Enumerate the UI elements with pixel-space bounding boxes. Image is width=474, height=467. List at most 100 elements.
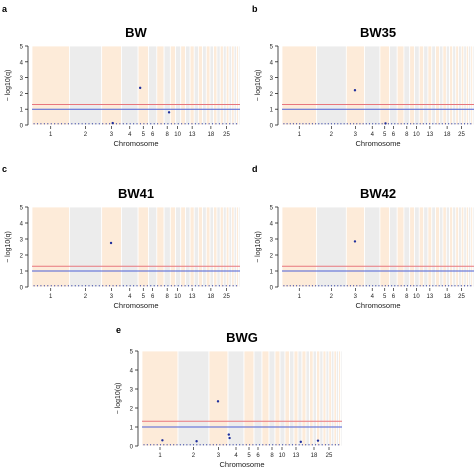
baseline-dot [419,285,421,287]
chromosome-band [279,350,286,447]
baseline-dot [438,285,440,287]
x-tick-label: 2 [84,132,88,138]
baseline-dot [54,285,56,287]
x-tick-label: 5 [247,453,251,459]
chromosome-band [243,350,255,447]
baseline-dot [84,123,87,125]
baseline-dot [444,123,447,125]
baseline-dot [211,285,214,287]
chromosome-band [193,206,199,288]
baseline-dot [235,123,238,125]
baseline-dot [311,123,314,125]
baseline-dot [242,444,244,446]
x-tick-label: 8 [405,294,409,300]
baseline-dot [321,123,323,125]
baseline-dot [298,444,300,446]
data-point [161,439,164,442]
y-tick-label: 1 [20,270,24,276]
baseline-dot [40,123,42,125]
chromosome-band [274,350,281,447]
y-tick-label: 5 [20,45,24,51]
baseline-dot [429,285,431,287]
y-tick-label: 1 [130,426,134,432]
baseline-dot [67,123,69,125]
chromosome-band [396,206,405,288]
baseline-dot [88,123,90,125]
chromosome-band [101,45,122,126]
baseline-dot [283,123,285,125]
chromosome-band [427,45,433,126]
baseline-dot [198,123,200,125]
baseline-dot [467,123,469,125]
chromosome-band [213,45,218,126]
chromosome-band [293,350,299,447]
x-tick-label: 13 [426,132,433,138]
baseline-dot [225,123,227,125]
baseline-dot [119,285,121,287]
baseline-dot [81,123,83,125]
baseline-dot [205,123,207,125]
baseline-dot [218,285,221,287]
chromosome-band [137,206,149,288]
baseline-dot [208,285,210,287]
baseline-dot [356,285,358,287]
chromosome-band [281,45,317,126]
chromosome-band [340,350,343,447]
baseline-dot [50,285,52,287]
baseline-dot [163,444,165,446]
chromosome-band [238,45,241,126]
baseline-dot [139,285,142,287]
chromosome-band [449,206,454,288]
chromosome-band [325,350,330,447]
baseline-dot [136,285,138,287]
baseline-dot [211,123,214,125]
chromosome-band [445,206,451,288]
x-tick-label: 8 [405,132,409,138]
baseline-dot [181,123,183,125]
chromosome-band [148,45,158,126]
baseline-dot [176,444,178,446]
chromosome-band [202,45,207,126]
baseline-dot [454,123,456,125]
x-tick-label: 8 [270,453,274,459]
baseline-dot [122,285,124,287]
chromosome-band [452,206,457,288]
baseline-dot [327,285,329,287]
baseline-dot [432,123,434,125]
x-tick-label: 13 [293,453,300,459]
baseline-dot [378,123,380,125]
baseline-dot [318,123,320,125]
chromosome-band [435,45,440,126]
baseline-dot [222,285,224,287]
x-tick-label: 6 [151,132,155,138]
x-tick-label: 5 [383,294,387,300]
baseline-dot [422,285,424,287]
baseline-dot [199,444,201,446]
y-tick-label: 5 [20,206,24,212]
baseline-dot [448,285,450,287]
baseline-dot [225,444,228,446]
x-tick-label: 4 [371,294,375,300]
baseline-dot [192,444,195,446]
baseline-dot [129,123,131,125]
baseline-dot [400,285,402,287]
chromosome-band [297,350,303,447]
x-tick-label: 10 [279,453,286,459]
baseline-dot [362,285,364,287]
chromosome-band [409,45,415,126]
baseline-dot [71,285,73,287]
chromosome-band [180,206,186,288]
chromosome-band [141,350,179,447]
baseline-dot [324,285,326,287]
y-axis-label: − log10(q) [115,383,122,415]
baseline-dot [219,444,221,446]
y-tick-label: 5 [130,350,134,356]
baseline-dot [457,285,459,287]
chromosome-band [175,45,182,126]
y-tick-label: 2 [270,92,274,98]
data-point [109,241,113,245]
baseline-dot [343,285,345,287]
baseline-dot [413,123,415,125]
chromosome-band [414,45,420,126]
